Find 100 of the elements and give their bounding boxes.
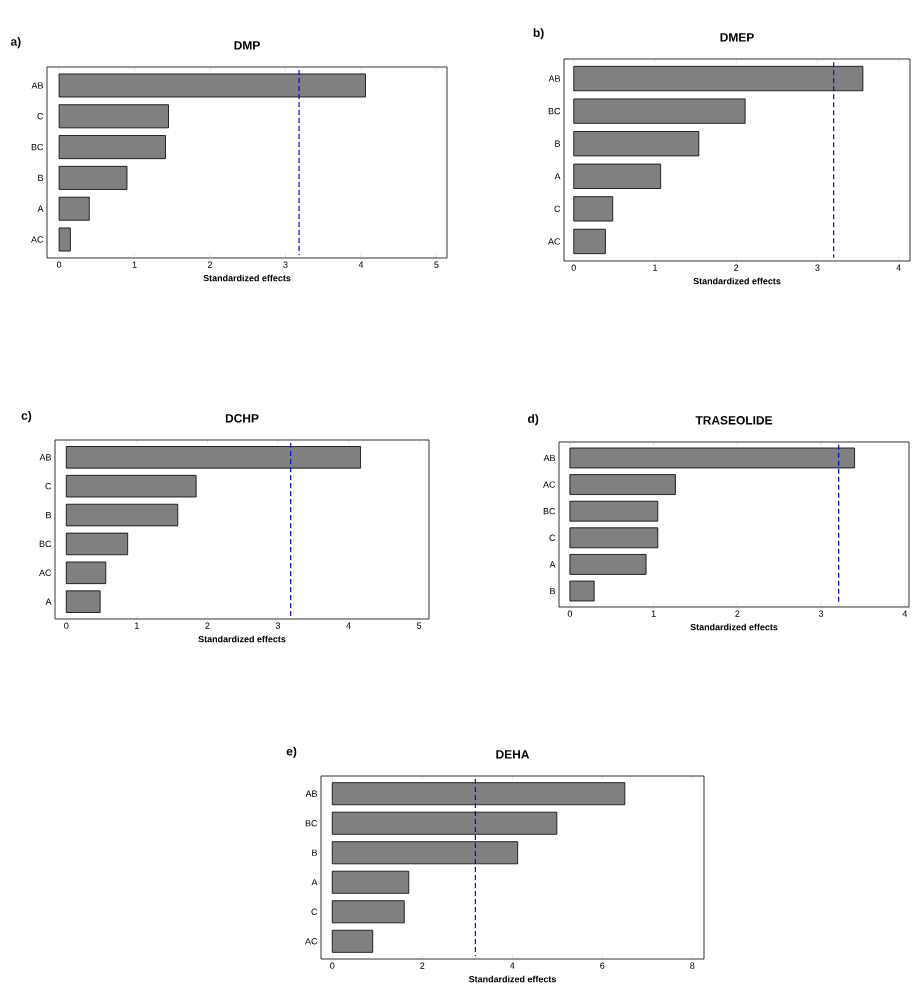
y-tick-label: AC <box>39 569 52 576</box>
bar <box>58 73 366 98</box>
y-tick-label: BC <box>548 107 561 115</box>
y-tick-label: AB <box>305 790 318 797</box>
y-tick-label: A <box>45 598 52 605</box>
chart-title: DEHA <box>496 750 530 759</box>
bar <box>573 163 662 189</box>
text: b) <box>533 28 544 40</box>
x-tick-label: 4 <box>509 962 515 969</box>
text: c) <box>21 411 32 423</box>
bar <box>65 590 101 613</box>
x-tick-label: 3 <box>818 610 824 617</box>
x-axis-title: Standardized effects <box>690 623 778 631</box>
bar <box>58 104 169 129</box>
x-axis-title: Standardized effects <box>693 277 781 285</box>
bar <box>331 929 374 953</box>
y-tick-label: C <box>37 113 44 120</box>
y-tick-label: B <box>550 587 556 595</box>
x-tick-label: 4 <box>902 610 908 617</box>
x-tick-label: 0 <box>567 610 573 617</box>
y-tick-label: A <box>554 173 561 180</box>
bar <box>65 474 197 498</box>
x-tick-label: 3 <box>283 261 288 268</box>
x-tick-label: 4 <box>896 264 901 271</box>
x-tick-label: 6 <box>600 962 605 969</box>
x-tick-label: 5 <box>416 622 422 629</box>
y-tick-label: B <box>46 511 52 519</box>
bar <box>573 196 614 222</box>
bar <box>331 900 405 924</box>
x-tick-label: 4 <box>346 622 351 629</box>
bar <box>65 532 129 556</box>
bar <box>65 446 361 469</box>
bar <box>58 165 128 190</box>
x-tick-label: 2 <box>734 264 739 271</box>
bar <box>569 500 659 522</box>
x-axis-title: Standardized effects <box>198 635 286 643</box>
chart-title: DMP <box>234 41 260 50</box>
y-tick-label: AB <box>31 82 44 89</box>
bar <box>331 782 626 806</box>
x-axis-title: Standardized effects <box>468 975 556 983</box>
bar <box>58 227 71 252</box>
y-tick-label: AC <box>543 481 556 488</box>
text: e) <box>286 746 297 758</box>
y-tick-label: B <box>312 849 318 856</box>
x-tick-label: 2 <box>207 261 213 268</box>
bar <box>573 98 746 124</box>
bar <box>569 474 676 495</box>
x-tick-label: 0 <box>330 962 335 969</box>
x-tick-label: 0 <box>56 261 62 268</box>
x-tick-label: 3 <box>275 622 281 629</box>
bar <box>331 841 519 865</box>
y-tick-label: C <box>554 205 561 213</box>
x-tick-label: 1 <box>132 261 137 268</box>
bar <box>331 870 410 894</box>
bar <box>573 228 606 255</box>
y-tick-label: A <box>37 205 44 212</box>
y-tick-label: BC <box>31 143 44 151</box>
y-tick-label: B <box>38 174 44 181</box>
text: d) <box>528 414 539 426</box>
y-tick-label: BC <box>305 820 318 827</box>
y-tick-label: AC <box>31 236 44 243</box>
y-tick-label: AC <box>548 238 561 245</box>
x-tick-label: 0 <box>64 622 69 629</box>
x-tick-label: 2 <box>735 610 740 617</box>
x-axis-title: Standardized effects <box>203 274 291 282</box>
x-tick-label: 0 <box>571 264 576 271</box>
y-tick-label: B <box>555 140 561 147</box>
y-tick-label: AB <box>543 454 556 462</box>
text: a) <box>10 37 21 49</box>
chart-title: TRASEOLIDE <box>695 416 773 425</box>
bar <box>573 131 700 157</box>
x-tick-label: 3 <box>815 264 820 271</box>
chart-title: DMEP <box>720 33 754 42</box>
x-tick-label: 4 <box>358 261 364 268</box>
x-tick-label: 2 <box>420 962 425 969</box>
x-tick-label: 1 <box>653 264 658 271</box>
y-tick-label: BC <box>39 540 52 548</box>
y-tick-label: A <box>311 879 318 886</box>
bar <box>569 554 647 575</box>
bar <box>58 196 90 221</box>
x-tick-label: 5 <box>434 261 439 268</box>
bar <box>58 135 166 160</box>
bar <box>65 503 179 527</box>
x-tick-label: 8 <box>690 962 695 969</box>
y-tick-label: AC <box>305 938 318 945</box>
x-tick-label: 1 <box>135 622 139 629</box>
bar <box>331 811 558 835</box>
y-tick-label: C <box>549 534 556 541</box>
y-tick-label: A <box>549 561 556 568</box>
y-tick-label: BC <box>543 508 556 515</box>
bar <box>569 527 659 549</box>
bar <box>573 65 864 92</box>
x-tick-label: 2 <box>205 622 210 629</box>
bar <box>65 561 107 585</box>
chart-title: DCHP <box>225 414 259 423</box>
y-tick-label: C <box>311 908 318 915</box>
y-tick-label: AB <box>39 454 52 461</box>
x-tick-label: 1 <box>651 610 656 617</box>
y-tick-label: C <box>45 483 52 490</box>
y-tick-label: AB <box>548 75 561 82</box>
